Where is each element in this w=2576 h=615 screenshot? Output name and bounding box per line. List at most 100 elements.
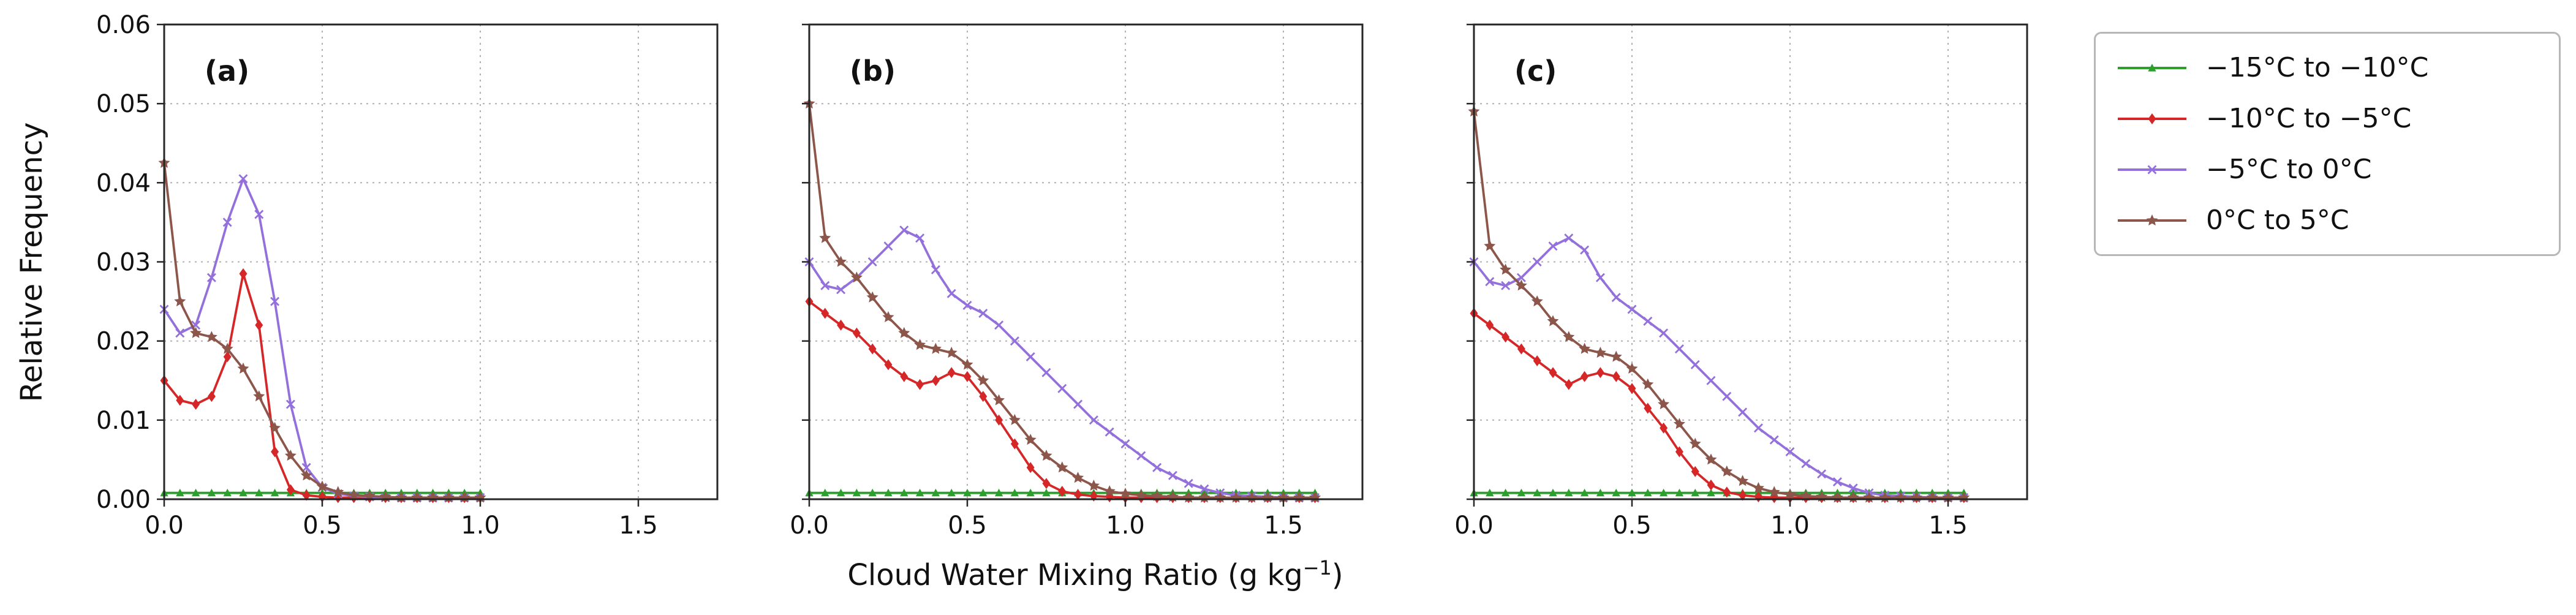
- diamond-marker: [1549, 367, 1557, 379]
- triangle-marker: [1612, 488, 1620, 497]
- series-line: [1473, 236, 1964, 499]
- star-marker: [1072, 472, 1084, 483]
- legend-label: −5°C to 0°C: [2206, 154, 2372, 185]
- x-axis-label-exponent: −1: [1302, 556, 1332, 579]
- triangle-marker: [1691, 488, 1699, 497]
- triangle-marker: [255, 488, 263, 497]
- diamond-marker: [1565, 379, 1573, 390]
- diamond-marker: [837, 319, 845, 331]
- triangle-marker: [1707, 488, 1715, 497]
- diamond-marker: [1660, 422, 1668, 434]
- diamond-marker: [223, 351, 232, 363]
- legend-label: −15°C to −10°C: [2206, 52, 2429, 83]
- star-marker: [1705, 453, 1717, 465]
- diamond-marker: [1517, 343, 1525, 355]
- star-marker: [1626, 362, 1638, 374]
- diamond-marker: [255, 319, 263, 331]
- x-marker: [1753, 423, 1763, 433]
- x-marker: [206, 273, 216, 282]
- x-marker: [1738, 407, 1748, 417]
- x-marker: [1532, 257, 1542, 266]
- diamond-marker: [2148, 113, 2156, 124]
- triangle-marker: [963, 488, 972, 497]
- triangle-marker: [1010, 488, 1019, 497]
- y-tick-label: 0.04: [97, 169, 151, 197]
- star-marker: [929, 342, 942, 354]
- legend-line-sample: [2118, 63, 2186, 72]
- legend-item: −15°C to −10°C: [2115, 52, 2539, 83]
- star-marker: [1040, 450, 1052, 461]
- star-marker: [1610, 350, 1622, 362]
- x-tick-label: 0.5: [1612, 511, 1652, 540]
- diamond-marker: [963, 371, 972, 382]
- star-marker: [993, 394, 1005, 406]
- x-tick-label: 0.5: [303, 511, 342, 540]
- diamond-marker: [1486, 319, 1494, 331]
- triangle-marker: [1501, 488, 1510, 497]
- triangle-marker: [239, 488, 247, 497]
- series-line: [808, 103, 1315, 499]
- x-tick-label: 0.0: [145, 511, 184, 540]
- triangle-marker: [979, 488, 988, 497]
- diamond-marker: [1058, 486, 1067, 497]
- star-marker: [205, 331, 217, 342]
- star-marker: [819, 232, 831, 243]
- legend-item: 0°C to 5°C: [2115, 205, 2539, 236]
- diamond-marker: [192, 399, 200, 410]
- star-marker: [961, 358, 973, 370]
- x-marker: [1832, 477, 1842, 487]
- triangle-marker: [1565, 488, 1573, 497]
- star-marker: [1151, 489, 1163, 501]
- x-marker: [1199, 484, 1209, 494]
- x-tick-label: 1.0: [1770, 511, 1810, 540]
- star-marker: [348, 489, 360, 500]
- x-marker: [1848, 483, 1858, 493]
- diamond-marker: [1675, 446, 1683, 458]
- star-marker: [1135, 489, 1147, 500]
- legend-item: −10°C to −5°C: [2115, 103, 2539, 134]
- x-marker: [254, 209, 264, 219]
- star-marker: [284, 450, 297, 461]
- diamond-marker: [1074, 489, 1082, 500]
- y-tick-label: 0.02: [97, 328, 151, 356]
- triangle-marker: [931, 488, 940, 497]
- x-tick-label: 0.0: [790, 511, 829, 540]
- star-marker: [1768, 486, 1780, 497]
- x-marker: [175, 328, 185, 338]
- x-marker: [1659, 328, 1669, 338]
- star-marker: [835, 255, 847, 267]
- star-marker: [1008, 413, 1021, 425]
- star-marker: [1024, 434, 1037, 445]
- x-tick-label: 1.0: [461, 511, 500, 540]
- series-line: [1473, 312, 1964, 499]
- diamond-marker: [1596, 367, 1604, 379]
- x-marker: [820, 281, 830, 290]
- x-axis-label-close: ): [1331, 558, 1343, 592]
- star-marker: [1673, 418, 1685, 429]
- diamond-marker: [1501, 331, 1510, 343]
- diamond-marker: [176, 394, 184, 406]
- x-marker: [1722, 391, 1732, 401]
- triangle-marker: [1533, 488, 1541, 497]
- x-marker: [1516, 273, 1526, 282]
- triangle-marker: [1042, 488, 1051, 497]
- x-marker: [1152, 462, 1162, 472]
- star-marker: [1056, 461, 1068, 473]
- star-marker: [1119, 488, 1131, 499]
- x-marker: [946, 289, 956, 298]
- star-marker: [1563, 331, 1575, 342]
- triangle-marker: [1659, 488, 1668, 497]
- x-marker: [1073, 399, 1083, 409]
- x-marker: [1706, 375, 1716, 385]
- star-marker: [1484, 240, 1496, 251]
- diamond-marker: [868, 343, 877, 355]
- triangle-marker: [1675, 488, 1684, 497]
- triangle-marker: [207, 488, 216, 497]
- star-marker: [1500, 263, 1512, 275]
- x-tick-label: 0.0: [1454, 511, 1494, 540]
- star-marker: [898, 326, 910, 338]
- triangle-marker: [821, 488, 829, 497]
- x-marker: [1120, 439, 1130, 449]
- triangle-marker: [191, 488, 200, 497]
- x-marker: [1184, 478, 1193, 488]
